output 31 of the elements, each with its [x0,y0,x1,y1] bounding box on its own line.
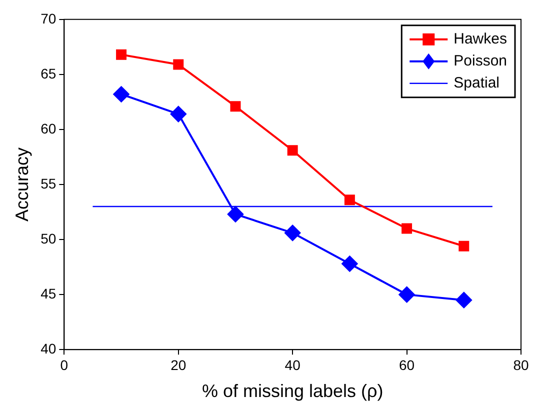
point [402,223,412,234]
y-axis-title: Accuracy [12,147,32,222]
x-tick-label: 80 [513,356,529,373]
y-tick-label: 50 [40,230,56,246]
legend-label: Hawkes [454,30,507,48]
point [170,106,186,122]
point [230,101,241,112]
point [173,59,184,70]
point [456,292,472,308]
point [227,206,244,222]
x-tick-label: 40 [284,356,301,373]
x-tick-label: 20 [170,356,186,373]
x-axis-title: % of missing labels (ρ) [202,381,384,402]
point [284,224,301,241]
point [287,145,298,156]
x-tick-label: 60 [399,356,415,373]
y-tick-label: 40 [40,340,56,356]
point [113,86,130,102]
point [342,256,358,272]
y-tick-label: 45 [40,285,56,302]
point [398,286,415,303]
x-tick-label: 0 [60,356,68,373]
y-tick-label: 55 [40,175,56,192]
y-tick-label: 70 [40,10,56,26]
point [344,194,355,206]
y-tick-label: 65 [40,65,56,82]
y-tick-label: 60 [40,120,56,136]
point [116,49,127,60]
legend-label: Poisson [454,52,508,70]
legend-label: Spatial [454,74,500,92]
point [458,240,470,252]
